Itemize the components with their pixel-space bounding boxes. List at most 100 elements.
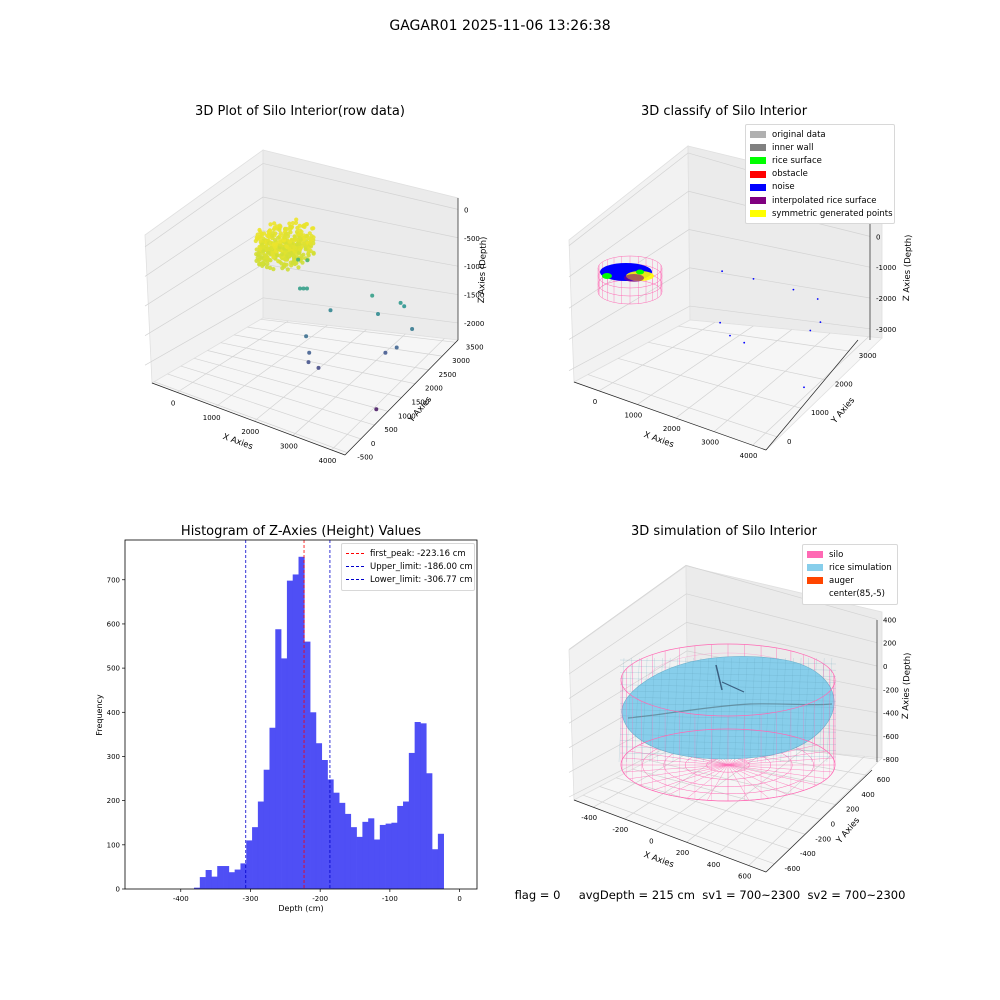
- grid-line-x: [598, 322, 716, 392]
- data-point: [305, 258, 310, 263]
- noise-point: [809, 329, 812, 332]
- histogram-bar: [211, 876, 218, 889]
- data-point: [316, 365, 321, 370]
- histogram-bar: [391, 822, 398, 889]
- rice-mesh-line: [619, 684, 837, 689]
- rice-mesh-line: [657, 657, 663, 763]
- cluster-point: [292, 234, 297, 239]
- z-tick-label: -500: [464, 235, 480, 243]
- legend-entry: silo: [807, 548, 891, 561]
- histogram-bar: [344, 813, 352, 889]
- grid-line-x: [748, 756, 865, 866]
- histogram-bar: [426, 773, 433, 889]
- z-tick-label: -2000: [876, 295, 896, 303]
- y-tick-label: 2500: [439, 371, 457, 379]
- histogram-bar: [304, 641, 311, 889]
- histogram-bar: [397, 805, 404, 889]
- histogram-bar: [333, 792, 340, 889]
- cluster-point: [301, 237, 306, 242]
- rice-mesh-line: [672, 657, 679, 763]
- histogram-bar: [281, 658, 288, 889]
- y-tick-label: 500: [107, 665, 120, 673]
- rice-mesh-line: [803, 657, 809, 763]
- legend-swatch: [750, 131, 766, 139]
- noise-point: [752, 278, 755, 280]
- cluster-point: [279, 252, 285, 257]
- legend-entry: center(85,-5): [807, 588, 891, 601]
- cluster-point: [291, 244, 296, 249]
- rice-mesh-line: [626, 657, 632, 763]
- histogram-bar: [356, 836, 363, 889]
- silo-bottom-spoke: [727, 751, 827, 766]
- histogram-bar: [269, 727, 276, 889]
- cluster-point: [299, 229, 304, 234]
- legend-label: center(85,-5): [829, 589, 885, 600]
- legend-label: silo: [829, 549, 844, 560]
- histogram-bar: [379, 824, 386, 889]
- legend-entry: interpolated rice surface: [750, 194, 888, 207]
- x-tick-label: 3000: [701, 439, 719, 447]
- cluster-point: [264, 265, 270, 270]
- legend-entry: first_peak: -223.16 cm: [346, 547, 468, 560]
- raw-plot-axes: [151, 198, 459, 456]
- rice-mesh-line: [742, 657, 748, 763]
- simulation-silo-wireframe-front: [620, 643, 836, 802]
- legend-line-sample: [346, 579, 364, 581]
- y-tick-label: 200: [107, 797, 120, 805]
- x-tick-label: 0: [171, 399, 175, 407]
- z-tick-label: 400: [883, 616, 896, 624]
- classify-noise-points: [719, 270, 822, 389]
- cluster-point: [304, 222, 309, 227]
- silo-bottom-spoke: [706, 764, 729, 801]
- cluster-point: [261, 249, 266, 254]
- grid-line-y: [234, 334, 429, 371]
- cluster-point: [259, 255, 264, 260]
- rice-mesh-line: [734, 657, 740, 763]
- y-tick-label: 100: [107, 841, 120, 849]
- classify-legend: original data inner wall rice surface obsta…: [745, 124, 895, 225]
- grid-line-y: [260, 318, 456, 343]
- figure-title: GAGAR01 2025-11-06 13:26:38: [389, 18, 611, 34]
- cluster-point: [287, 221, 292, 226]
- legend-entry: Lower_limit: -306.77 cm: [346, 573, 472, 586]
- grid-line-y: [154, 381, 348, 454]
- silo-bottom-spoke: [727, 764, 770, 799]
- histogram-bar: [368, 818, 375, 889]
- y-tick-label: 0: [787, 438, 791, 446]
- classify-z-label: Z Axies (Depth): [902, 234, 914, 301]
- histogram-bar: [275, 629, 282, 889]
- grid-line-y: [194, 357, 389, 412]
- cluster-point: [295, 225, 300, 231]
- cluster-point: [290, 221, 295, 226]
- cluster-point: [280, 266, 285, 271]
- legend-label: rice simulation: [829, 562, 892, 573]
- rice-mesh-line: [619, 678, 837, 683]
- legend-swatch: [750, 183, 766, 191]
- legend-label: Upper_limit: -186.00 cm: [370, 561, 473, 572]
- rice-mesh-line: [619, 690, 837, 696]
- rice-mesh-line: [772, 657, 779, 763]
- legend-swatch: [750, 170, 766, 178]
- cluster-point: [296, 250, 302, 256]
- grid-line-y: [247, 326, 443, 357]
- data-point: [306, 360, 311, 365]
- legend-label: obstacle: [772, 169, 808, 180]
- legend-entry: obstacle: [750, 168, 888, 181]
- grid-line-y: [648, 341, 825, 380]
- y-tick-label: 200: [846, 806, 859, 814]
- rice-mesh-line: [826, 657, 833, 763]
- data-point: [307, 350, 312, 355]
- z-tick-label: -800: [883, 756, 899, 764]
- x-tick-label: -400: [581, 814, 597, 822]
- cluster-point: [265, 233, 270, 238]
- silo-bottom-spoke: [727, 764, 788, 796]
- cluster-point: [285, 267, 290, 272]
- cluster-point: [253, 238, 258, 244]
- raw-plot-points: [253, 217, 415, 412]
- histogram-bar: [362, 821, 369, 889]
- noise-point: [819, 321, 822, 323]
- histogram-bar: [315, 743, 323, 889]
- rice-mesh-line: [711, 657, 717, 763]
- cluster-point: [272, 221, 277, 226]
